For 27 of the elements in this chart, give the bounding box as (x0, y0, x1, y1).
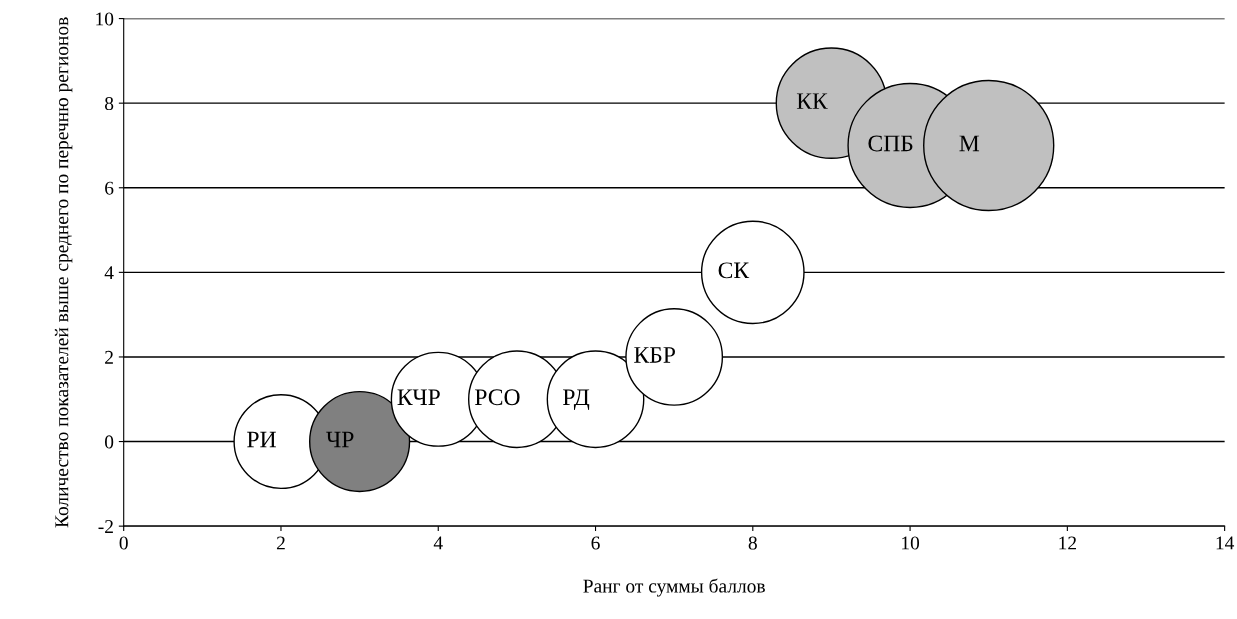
y-tick-label: 0 (105, 435, 114, 449)
x-tick-label: 0 (119, 536, 128, 550)
x-tick-label: 10 (902, 536, 920, 550)
annotation: КЧР (397, 389, 440, 405)
y-tick-label: 10 (96, 12, 114, 26)
x-tick-label: 14 (1216, 536, 1235, 550)
y-tick-label: 6 (105, 181, 114, 195)
y-tick-label: 2 (105, 350, 113, 364)
y-tick-label: 8 (105, 96, 114, 111)
x-tick-label: 2 (276, 536, 285, 550)
y-tick-label: -2 (98, 520, 113, 533)
annotation: ЧР (326, 431, 354, 448)
annotation: КБР (634, 347, 675, 363)
annotation: РИ (247, 431, 276, 448)
x-tick-label: 6 (591, 536, 600, 550)
x-tick-label: 12 (1059, 536, 1076, 550)
annotation: СК (718, 262, 750, 279)
annotation: РСО (475, 389, 520, 406)
annotation: М (959, 135, 980, 152)
y-axis-title: Количество показателей выше среднего по перечню регионов (54, 17, 73, 528)
x-axis-title: Ранг от суммы баллов (583, 578, 765, 597)
x-tick-label: 4 (433, 536, 443, 550)
annotation: КК (796, 93, 828, 109)
annotation: СПБ (868, 135, 913, 152)
annotation: РД (563, 389, 590, 410)
y-tick-label: 4 (104, 266, 114, 280)
x-tick-label: 8 (748, 536, 757, 550)
